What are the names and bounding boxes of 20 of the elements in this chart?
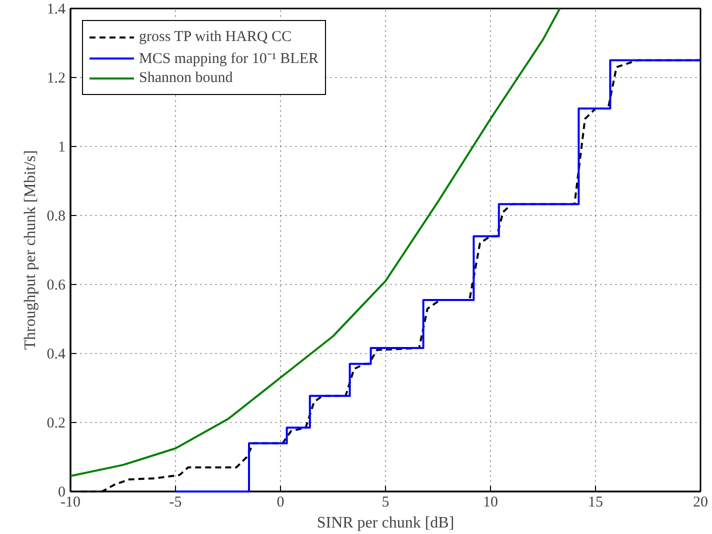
y-tick-label: 0.4 <box>46 346 66 362</box>
y-tick-label: 0.8 <box>46 208 66 224</box>
y-axis-title: Throughput per chunk [Mbit/s] <box>22 150 39 350</box>
x-tick-label: 20 <box>693 494 708 510</box>
x-tick-label: -5 <box>169 494 182 510</box>
y-tick-label: 0.2 <box>46 416 66 432</box>
line-series <box>70 8 561 477</box>
y-tick-label: 1 <box>58 140 66 156</box>
x-tick-label: 0 <box>276 494 284 510</box>
y-tick-label: 1.2 <box>46 70 66 86</box>
legend-label: Shannon bound <box>139 69 233 87</box>
y-tick-label: 1.4 <box>46 2 66 18</box>
legend-label: gross TP with HARQ CC <box>139 28 292 46</box>
x-tick-label: 10 <box>483 494 498 510</box>
y-tick-label: 0 <box>58 484 66 500</box>
x-tick-label: 5 <box>382 494 390 510</box>
x-axis-title: SINR per chunk [dB] <box>316 514 454 532</box>
legend-label: MCS mapping for 10⁻¹ BLER <box>139 50 318 68</box>
x-tick-label: 15 <box>588 494 603 510</box>
y-tick-label: 0.6 <box>46 278 66 294</box>
